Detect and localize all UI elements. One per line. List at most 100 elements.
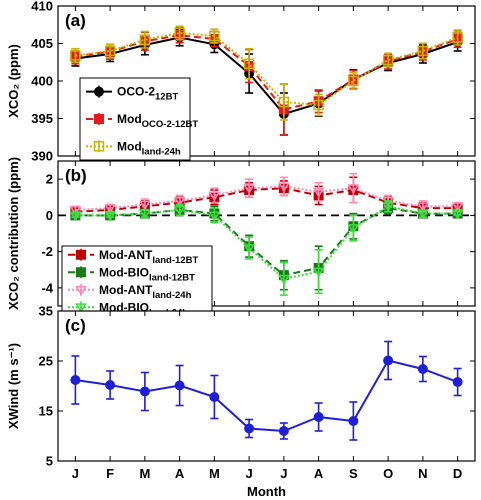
data-point: [105, 380, 116, 390]
legend-marker: [94, 86, 104, 97]
data-point: [452, 32, 463, 43]
y-tick-label: 5: [46, 454, 53, 469]
data-point: [209, 30, 220, 42]
x-tick-label: M: [209, 466, 220, 481]
data-point: [278, 96, 290, 108]
data-point: [382, 202, 394, 213]
x-tick-label: D: [453, 466, 462, 481]
legend-label: Mod-ANTland-24h: [99, 283, 192, 301]
data-point: [313, 99, 324, 111]
panel-1: -4 -2 0 2 XCO₂ contribution (ppm) (b) Mod-ANTl…: [6, 157, 476, 318]
data-point: [452, 377, 463, 387]
data-point: [69, 211, 82, 222]
series-line: [75, 31, 458, 107]
data-point: [417, 209, 429, 220]
data-point: [417, 45, 429, 57]
series-line: [75, 207, 458, 277]
data-point: [174, 380, 185, 391]
x-tick-label: N: [418, 466, 427, 481]
series-3: [69, 200, 464, 296]
legend-marker: [94, 114, 104, 124]
data-point: [70, 375, 81, 385]
x-tick-label: F: [106, 466, 114, 481]
data-point: [417, 364, 428, 374]
data-point: [417, 202, 429, 213]
legend-label: Modland-24h: [117, 139, 181, 157]
data-point: [139, 209, 151, 220]
data-point: [451, 209, 464, 220]
legend: Mod-ANTland-12BTMod-BIOland-12BTMod-ANTl…: [61, 245, 213, 318]
legend-label: Mod-BIOland-12BT: [99, 265, 195, 283]
data-point: [347, 184, 360, 195]
series-line: [75, 185, 458, 211]
y-tick-label: 15: [39, 404, 53, 419]
data-point: [139, 386, 150, 397]
series-2: [70, 25, 463, 121]
legend-label: Mod-ANTland-12BT: [99, 248, 198, 266]
legend-marker: [76, 249, 86, 260]
y-tick-label: 400: [31, 74, 53, 89]
y-tick-label: 395: [31, 111, 53, 126]
data-point: [243, 184, 255, 195]
y-tick-label: 410: [31, 0, 53, 14]
data-point: [278, 426, 289, 436]
legend-label: ModOCO-2-12BT: [117, 112, 198, 130]
y-axis-label: XCO₂ (ppm): [6, 44, 21, 118]
x-tick-label: J: [280, 466, 287, 481]
data-point: [174, 27, 185, 39]
plot-frame: [57, 310, 476, 462]
y-tick-label: 35: [39, 304, 53, 319]
y-tick-label: -4: [41, 280, 53, 295]
data-point: [278, 274, 290, 285]
series-line: [75, 36, 458, 116]
x-axis-label: Month: [247, 484, 286, 499]
x-tick-label: M: [139, 466, 150, 481]
series-line: [75, 359, 458, 433]
data-point: [451, 202, 464, 213]
data-point: [244, 423, 255, 434]
data-point: [70, 50, 81, 61]
y-axis-label: XCO₂ contribution (ppm): [6, 157, 21, 310]
y-tick-label: 390: [31, 149, 53, 164]
y-tick-label: 2: [46, 172, 53, 187]
x-tick-label: J: [72, 466, 79, 481]
x-tick-label: O: [383, 466, 393, 481]
panel-0: 390 395 400 405 410 XCO₂ (ppm) (a) OCO-212BT Mod…: [6, 0, 476, 164]
legend-marker: [75, 285, 87, 296]
x-tick-label: A: [175, 466, 185, 481]
panel-label: (c): [65, 316, 86, 335]
y-tick-label: -2: [41, 244, 53, 259]
y-tick-label: 25: [39, 354, 53, 369]
data-point: [173, 206, 186, 216]
panel-label: (a): [65, 11, 86, 30]
data-point: [104, 204, 116, 215]
data-point: [243, 244, 255, 254]
legend-marker: [93, 141, 105, 152]
legend: OCO-212BT ModOCO-2-12BT Modland-24h: [79, 77, 198, 161]
panel-label: (b): [65, 166, 87, 185]
data-point: [69, 206, 82, 216]
data-point: [312, 267, 325, 278]
data-point: [104, 45, 116, 57]
legend-marker: [76, 267, 86, 278]
data-point: [139, 34, 151, 45]
series-line: [75, 34, 458, 111]
y-tick-label: 0: [46, 208, 53, 223]
legend-box: [61, 245, 213, 317]
data-point: [278, 182, 290, 193]
data-point: [209, 392, 220, 402]
y-axis-label: XWind (m s⁻¹): [6, 343, 21, 429]
data-point: [208, 211, 221, 222]
legend-marker: [75, 303, 87, 314]
legend-label: OCO-212BT: [117, 85, 178, 103]
data-point: [173, 196, 186, 207]
data-point: [313, 412, 324, 422]
data-point: [348, 75, 359, 87]
x-tick-label: A: [314, 466, 324, 481]
y-tick-label: 405: [31, 36, 53, 51]
data-point: [348, 416, 359, 426]
data-point: [208, 191, 221, 202]
x-tick-label: S: [349, 466, 358, 481]
data-point: [312, 187, 325, 198]
